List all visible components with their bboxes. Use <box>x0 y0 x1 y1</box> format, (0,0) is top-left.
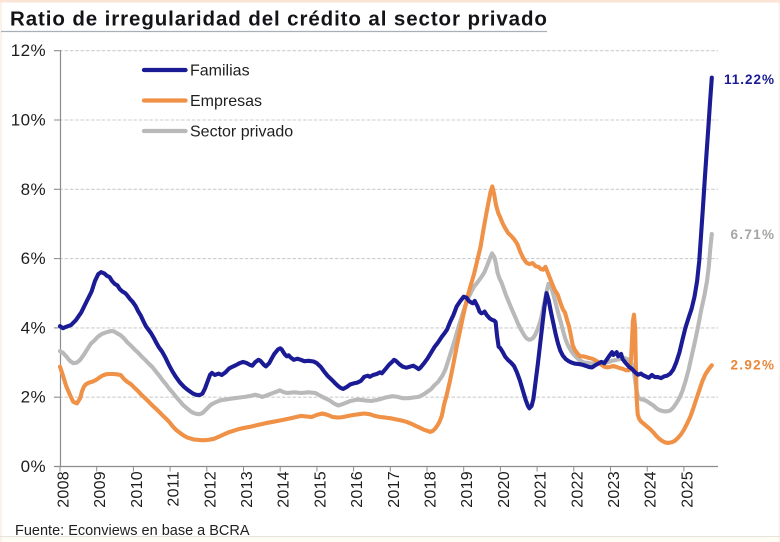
svg-text:2011: 2011 <box>166 471 183 507</box>
svg-text:2008: 2008 <box>56 471 73 508</box>
svg-text:11.22%: 11.22% <box>724 72 775 87</box>
svg-text:2024: 2024 <box>643 471 660 508</box>
svg-text:2009: 2009 <box>92 471 109 508</box>
svg-text:2025: 2025 <box>679 471 696 508</box>
svg-text:Ratio de irregularidad del cré: Ratio de irregularidad del crédito al se… <box>10 8 548 31</box>
svg-text:6.71%: 6.71% <box>731 227 776 242</box>
svg-text:2021: 2021 <box>533 471 550 508</box>
svg-text:2020: 2020 <box>496 471 513 508</box>
svg-text:12%: 12% <box>11 41 46 60</box>
svg-text:2.92%: 2.92% <box>731 358 776 373</box>
svg-text:0%: 0% <box>21 457 46 476</box>
svg-text:2015: 2015 <box>312 471 329 508</box>
svg-text:6%: 6% <box>21 249 46 268</box>
svg-text:2012: 2012 <box>202 471 219 508</box>
svg-text:2023: 2023 <box>606 471 623 508</box>
svg-text:8%: 8% <box>21 180 46 199</box>
svg-text:2018: 2018 <box>423 471 440 508</box>
svg-text:Empresas: Empresas <box>190 93 262 110</box>
svg-text:4%: 4% <box>21 318 46 337</box>
svg-text:2016: 2016 <box>349 471 366 508</box>
svg-text:10%: 10% <box>11 111 46 130</box>
svg-text:Fuente: Econviews en base a BC: Fuente: Econviews en base a BCRA <box>15 523 250 539</box>
svg-text:2%: 2% <box>21 388 46 407</box>
svg-text:2014: 2014 <box>276 471 293 508</box>
svg-text:2013: 2013 <box>239 471 256 508</box>
svg-text:2010: 2010 <box>129 471 146 508</box>
svg-text:Familias: Familias <box>190 63 250 80</box>
svg-text:2017: 2017 <box>386 471 403 508</box>
svg-text:2022: 2022 <box>569 471 586 508</box>
svg-text:2019: 2019 <box>459 471 476 508</box>
svg-text:Sector privado: Sector privado <box>190 124 293 141</box>
